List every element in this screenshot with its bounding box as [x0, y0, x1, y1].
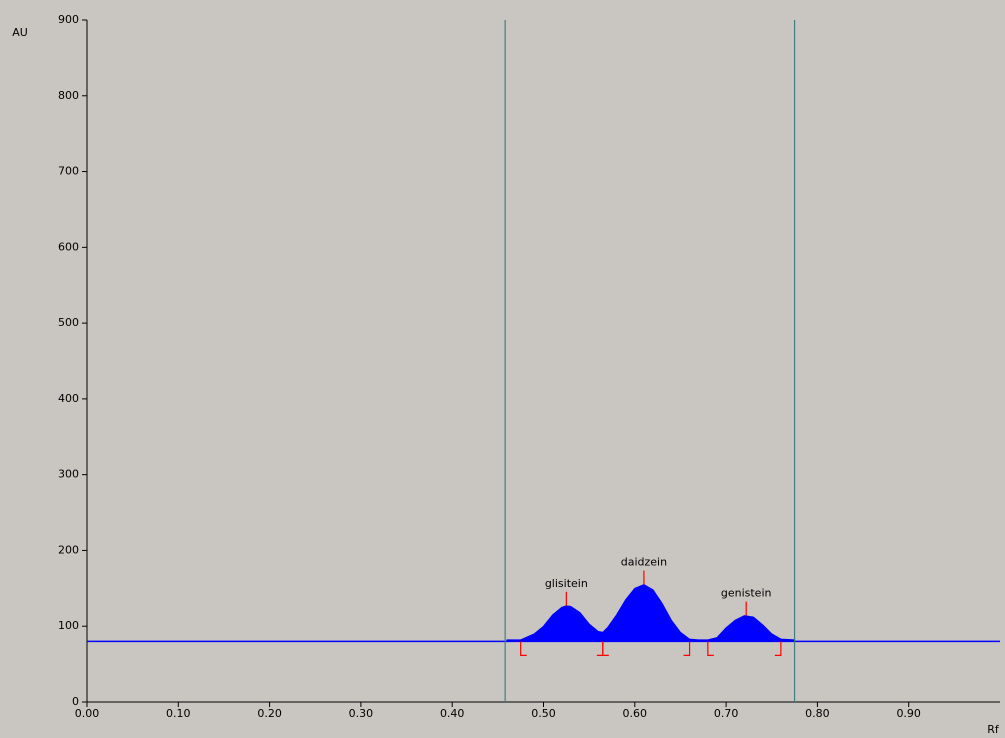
peak-label: daidzein — [621, 556, 667, 569]
x-tick-label: 0.20 — [257, 707, 282, 720]
x-tick-label: 0.40 — [440, 707, 465, 720]
background — [0, 0, 1005, 738]
x-tick-label: 0.10 — [166, 707, 191, 720]
x-tick-label: 0.50 — [531, 707, 556, 720]
x-tick-label: 0.70 — [714, 707, 739, 720]
y-axis-label: AU — [12, 26, 28, 39]
chart: AU Rf 01002003004005006007008009000.000.… — [0, 0, 1005, 738]
y-tick-label: 500 — [58, 316, 79, 329]
y-tick-label: 800 — [58, 89, 79, 102]
y-tick-label: 700 — [58, 165, 79, 178]
y-tick-label: 900 — [58, 13, 79, 26]
x-tick-label: 0.30 — [349, 707, 374, 720]
x-tick-label: 0.60 — [623, 707, 648, 720]
y-tick-label: 600 — [58, 240, 79, 253]
x-tick-label: 0.00 — [75, 707, 100, 720]
x-axis-label: Rf — [987, 723, 1000, 736]
y-tick-label: 200 — [58, 543, 79, 556]
x-tick-label: 0.80 — [805, 707, 830, 720]
peak-label: genistein — [721, 587, 772, 600]
y-tick-label: 400 — [58, 392, 79, 405]
y-tick-label: 100 — [58, 619, 79, 632]
x-tick-label: 0.90 — [896, 707, 921, 720]
y-tick-label: 300 — [58, 468, 79, 481]
peak-label: glisitein — [545, 577, 588, 590]
